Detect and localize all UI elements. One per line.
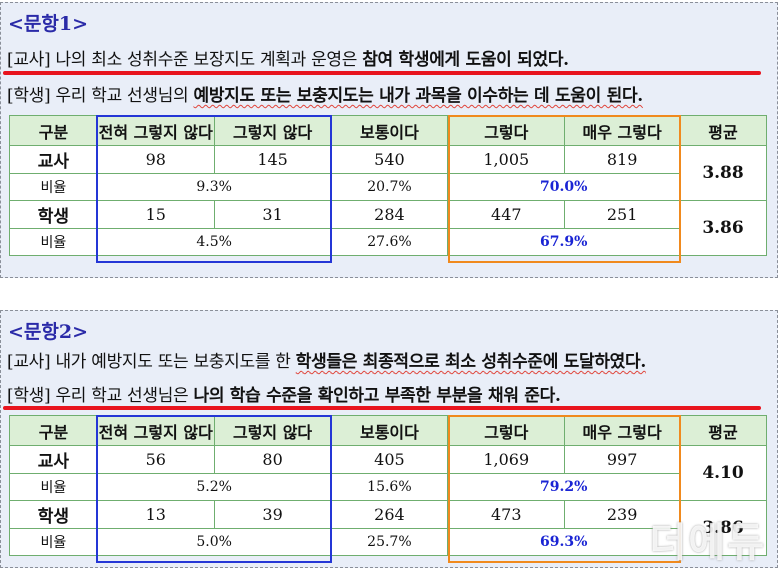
cell-ratio-negative: 4.5% bbox=[96, 228, 332, 256]
header-category: 구분 bbox=[9, 115, 98, 146]
q1-teacher-text-emphasis: 참여 학생에게 도움이 되었다. bbox=[362, 50, 569, 70]
header-neutral: 보통이다 bbox=[330, 415, 449, 446]
q1-survey-table: 구분 전혀 그렇지 않다 그렇지 않다 보통이다 그렇다 매우 그렇다 평균 교… bbox=[9, 115, 767, 256]
q1-teacher-tag: [교사] bbox=[7, 50, 51, 70]
q1-student-statement: [학생] 우리 학교 선생님의 예방지도 또는 보충지도는 내가 과목을 이수하… bbox=[7, 81, 643, 106]
cell-count: 239 bbox=[564, 500, 681, 529]
cell-count: 56 bbox=[96, 445, 215, 474]
cell-count: 540 bbox=[330, 145, 449, 174]
cell-average: 3.86 bbox=[679, 200, 767, 256]
q2-student-tag: [학생] bbox=[7, 386, 51, 406]
q2-student-text-emphasis: 나의 학습 수준을 확인하고 부족한 부분을 채워 준다. bbox=[193, 386, 561, 406]
cell-ratio-neutral: 20.7% bbox=[330, 173, 449, 201]
cell-count: 80 bbox=[213, 445, 332, 474]
cell-count: 15 bbox=[96, 200, 215, 229]
cell-count: 1,005 bbox=[447, 145, 566, 174]
cell-average: 4.10 bbox=[679, 445, 767, 501]
table-ratio-row: 비율 5.2% 15.6% 79.2% bbox=[9, 473, 767, 501]
cell-ratio-negative: 5.0% bbox=[96, 528, 332, 556]
header-average: 평균 bbox=[679, 115, 767, 146]
row-label-student: 학생 bbox=[9, 500, 98, 529]
q1-teacher-statement: [교사] 나의 최소 성취수준 보장지도 계획과 운영은 참여 학생에게 도움이… bbox=[7, 45, 569, 70]
q1-student-text-plain: 우리 학교 선생님의 bbox=[50, 86, 194, 106]
cell-count: 31 bbox=[213, 200, 332, 229]
question-2-heading: <문항2> bbox=[8, 321, 89, 343]
header-strongly-agree: 매우 그렇다 bbox=[564, 415, 681, 446]
header-agree: 그렇다 bbox=[447, 115, 566, 146]
table-row: 학생 13 39 264 473 239 3.86 bbox=[9, 500, 767, 556]
cell-count: 145 bbox=[213, 145, 332, 174]
table-row: 교사 56 80 405 1,069 997 4.10 bbox=[9, 445, 767, 501]
q1-student-tag: [학생] bbox=[7, 86, 51, 106]
cell-count: 1,069 bbox=[447, 445, 566, 474]
q2-survey-table: 구분 전혀 그렇지 않다 그렇지 않다 보통이다 그렇다 매우 그렇다 평균 교… bbox=[9, 415, 767, 556]
q2-teacher-text-emphasis: 학생들은 최종적으로 최소 성취수준에 도달하였다. bbox=[295, 352, 647, 372]
cell-count: 405 bbox=[330, 445, 449, 474]
q1-red-underline bbox=[3, 71, 761, 75]
cell-count: 284 bbox=[330, 200, 449, 229]
table-header-row: 구분 전혀 그렇지 않다 그렇지 않다 보통이다 그렇다 매우 그렇다 평균 bbox=[9, 415, 767, 446]
q2-student-text-plain: 우리 학교 선생님은 bbox=[50, 386, 194, 406]
header-strongly-agree: 매우 그렇다 bbox=[564, 115, 681, 146]
cell-ratio-positive: 67.9% bbox=[447, 228, 681, 256]
cell-average: 3.86 bbox=[679, 500, 767, 556]
cell-count: 13 bbox=[96, 500, 215, 529]
q1-teacher-text-plain: 나의 최소 성취수준 보장지도 계획과 운영은 bbox=[50, 50, 363, 70]
q1-student-text-emphasis: 예방지도 또는 보충지도는 내가 과목을 이수하는 데 도움이 된다. bbox=[193, 86, 644, 106]
header-neutral: 보통이다 bbox=[330, 115, 449, 146]
table-ratio-row: 비율 5.0% 25.7% 69.3% bbox=[9, 528, 767, 556]
cell-count: 39 bbox=[213, 500, 332, 529]
row-label-teacher: 교사 bbox=[9, 145, 98, 174]
cell-ratio-negative: 5.2% bbox=[96, 473, 332, 501]
row-label-student: 학생 bbox=[9, 200, 98, 229]
cell-count: 264 bbox=[330, 500, 449, 529]
header-agree: 그렇다 bbox=[447, 415, 566, 446]
q2-red-underline bbox=[3, 406, 761, 410]
cell-ratio-positive: 70.0% bbox=[447, 173, 681, 201]
table-ratio-row: 비율 4.5% 27.6% 67.9% bbox=[9, 228, 767, 256]
cell-count: 251 bbox=[564, 200, 681, 229]
row-label-ratio: 비율 bbox=[9, 528, 98, 556]
cell-count: 447 bbox=[447, 200, 566, 229]
q2-teacher-tag: [교사] bbox=[7, 352, 51, 372]
cell-ratio-positive: 69.3% bbox=[447, 528, 681, 556]
row-label-ratio: 비율 bbox=[9, 473, 98, 501]
q2-student-statement: [학생] 우리 학교 선생님은 나의 학습 수준을 확인하고 부족한 부분을 채… bbox=[7, 381, 561, 406]
header-category: 구분 bbox=[9, 415, 98, 446]
table-row: 교사 98 145 540 1,005 819 3.88 bbox=[9, 145, 767, 201]
table-row: 학생 15 31 284 447 251 3.86 bbox=[9, 200, 767, 256]
q2-teacher-text-plain: 내가 예방지도 또는 보충지도를 한 bbox=[50, 352, 296, 372]
header-strongly-disagree: 전혀 그렇지 않다 bbox=[96, 115, 215, 146]
cell-ratio-positive: 79.2% bbox=[447, 473, 681, 501]
row-label-ratio: 비율 bbox=[9, 228, 98, 256]
cell-average: 3.88 bbox=[679, 145, 767, 201]
cell-count: 98 bbox=[96, 145, 215, 174]
cell-count: 997 bbox=[564, 445, 681, 474]
cell-count: 473 bbox=[447, 500, 566, 529]
header-strongly-disagree: 전혀 그렇지 않다 bbox=[96, 415, 215, 446]
question-1-heading: <문항1> bbox=[8, 13, 89, 35]
cell-ratio-neutral: 25.7% bbox=[330, 528, 449, 556]
question-1-panel: <문항1> [교사] 나의 최소 성취수준 보장지도 계획과 운영은 참여 학생… bbox=[0, 2, 778, 278]
row-label-teacher: 교사 bbox=[9, 445, 98, 474]
publisher-watermark: 더에듀 bbox=[649, 520, 766, 566]
header-disagree: 그렇지 않다 bbox=[213, 115, 332, 146]
cell-ratio-neutral: 27.6% bbox=[330, 228, 449, 256]
cell-ratio-neutral: 15.6% bbox=[330, 473, 449, 501]
row-label-ratio: 비율 bbox=[9, 173, 98, 201]
table-ratio-row: 비율 9.3% 20.7% 70.0% bbox=[9, 173, 767, 201]
q2-teacher-statement: [교사] 내가 예방지도 또는 보충지도를 한 학생들은 최종적으로 최소 성취… bbox=[7, 347, 646, 372]
cell-count: 819 bbox=[564, 145, 681, 174]
cell-ratio-negative: 9.3% bbox=[96, 173, 332, 201]
header-disagree: 그렇지 않다 bbox=[213, 415, 332, 446]
table-header-row: 구분 전혀 그렇지 않다 그렇지 않다 보통이다 그렇다 매우 그렇다 평균 bbox=[9, 115, 767, 146]
header-average: 평균 bbox=[679, 415, 767, 446]
question-2-panel: <문항2> [교사] 내가 예방지도 또는 보충지도를 한 학생들은 최종적으로… bbox=[0, 310, 778, 568]
